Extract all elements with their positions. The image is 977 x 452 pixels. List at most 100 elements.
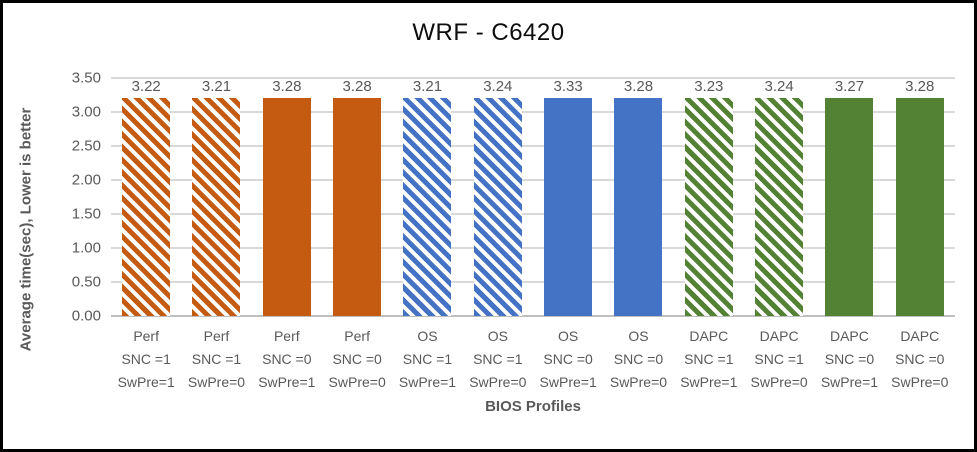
bar-cell: 3.28 — [885, 78, 955, 316]
bar-cell: 3.22 — [111, 78, 181, 316]
gridline — [111, 145, 955, 147]
x-category-label-line: SwPre=0 — [187, 374, 246, 390]
y-tick-label: 2.50 — [71, 137, 101, 155]
gridline — [111, 179, 955, 182]
bar-cell: 3.24 — [463, 78, 533, 316]
x-category-label-line: SNC =1 — [191, 351, 242, 367]
x-category-label-line: SNC =1 — [473, 351, 523, 367]
x-category-label-line: SwPre=0 — [469, 374, 527, 390]
bar — [473, 98, 522, 316]
gridline — [111, 111, 955, 113]
x-category-label: OS SNC =1 SwPre=1 — [392, 325, 462, 394]
plot-area: 3.22 3.21 3.28 3.28 3.21 3.24 3.33 3.28 3.23 3.24… — [111, 77, 955, 317]
x-category-label-line: DAPC — [689, 328, 729, 344]
x-category-label-line: SwPre=0 — [609, 374, 668, 390]
x-category-label-line: OS — [558, 328, 579, 344]
bar-cell: 3.28 — [603, 78, 673, 316]
x-axis-labels: Perf SNC =1 SwPre=1 Perf SNC =1 SwPre=0 Perf SN… — [111, 325, 955, 394]
bar-cell: 3.24 — [744, 78, 814, 316]
x-category-label-line: SNC =0 — [262, 351, 312, 367]
bar-value-label: 3.22 — [131, 78, 161, 95]
x-category-label-line: SwPre=0 — [750, 374, 808, 390]
bar-cell: 3.21 — [181, 78, 251, 316]
y-tick-label: 2.00 — [71, 171, 101, 189]
x-category-label-line: SNC =0 — [613, 351, 664, 367]
x-category-label-line: OS — [417, 328, 438, 344]
bar-value-label: 3.28 — [905, 78, 935, 95]
x-category-label: Perf SNC =1 SwPre=0 — [181, 325, 251, 394]
x-category-label-line: SNC =1 — [121, 351, 171, 367]
bar — [262, 98, 311, 316]
x-category-label: Perf SNC =1 SwPre=1 — [111, 325, 181, 394]
x-category-label-line: SwPre=0 — [891, 374, 949, 390]
x-category-label-line: SNC =1 — [402, 351, 453, 367]
bar — [192, 98, 241, 316]
bar-value-label: 3.24 — [483, 78, 513, 95]
bar — [684, 98, 733, 316]
bar-cell: 3.28 — [252, 78, 322, 316]
x-category-label: Perf SNC =0 SwPre=0 — [322, 325, 392, 394]
bar-value-label: 3.33 — [553, 78, 583, 95]
x-axis-title: BIOS Profiles — [485, 398, 581, 415]
y-tick-label: 0.00 — [71, 307, 101, 325]
x-category-label: DAPC SNC =0 SwPre=0 — [885, 325, 955, 394]
bar — [544, 98, 593, 316]
x-category-label-line: DAPC — [759, 328, 799, 344]
bar — [122, 98, 171, 316]
bar-cell: 3.23 — [674, 78, 744, 316]
x-category-label-line: SNC =0 — [824, 351, 875, 367]
x-category-label-line: SwPre=1 — [539, 374, 597, 390]
x-category-label-line: SNC =0 — [543, 351, 593, 367]
bar-value-label: 3.21 — [412, 78, 443, 95]
bar-value-label: 3.28 — [342, 78, 372, 95]
bar — [825, 98, 874, 316]
x-category-label-line: SNC =0 — [332, 351, 382, 367]
x-category-label-line: Perf — [344, 328, 370, 344]
x-category-label-line: Perf — [133, 328, 159, 344]
y-axis-tick-labels: 0.00 0.50 1.00 1.50 2.00 2.50 3.00 3.50 — [53, 70, 101, 325]
x-axis-line — [111, 315, 955, 317]
y-tick-label: 0.50 — [71, 273, 101, 291]
bar-value-label: 3.27 — [834, 78, 865, 95]
x-category-label: OS SNC =1 SwPre=0 — [463, 325, 533, 394]
bar — [403, 98, 452, 316]
x-category-label-line: DAPC — [900, 328, 940, 344]
x-category-label: OS SNC =0 SwPre=1 — [533, 325, 603, 394]
x-category-label: DAPC SNC =1 SwPre=1 — [674, 325, 744, 394]
x-category-label-line: SNC =1 — [754, 351, 804, 367]
y-axis-title-wrap: Average time(sec), Lower is better — [9, 39, 43, 419]
y-tick-label: 1.50 — [71, 205, 101, 223]
x-category-label: OS SNC =0 SwPre=0 — [603, 325, 673, 394]
x-category-label-line: SwPre=1 — [820, 374, 879, 390]
x-category-label-line: SNC =1 — [684, 351, 734, 367]
x-category-label-line: SwPre=1 — [680, 374, 738, 390]
x-category-label-line: SwPre=1 — [398, 374, 457, 390]
gridline — [111, 247, 955, 250]
bar-value-label: 3.28 — [623, 78, 654, 95]
x-category-label-line: Perf — [273, 328, 300, 344]
bar — [614, 98, 663, 316]
chart-title: WRF - C6420 — [412, 19, 565, 46]
x-category-label-line: SwPre=1 — [117, 374, 175, 390]
x-category-label-line: SwPre=0 — [328, 374, 386, 390]
gridline — [111, 213, 955, 215]
bar-value-label: 3.24 — [764, 78, 794, 95]
x-category-label-line: SwPre=1 — [258, 374, 316, 390]
bar-cell: 3.21 — [392, 78, 462, 316]
bar-value-label: 3.28 — [272, 78, 302, 95]
bar-value-label: 3.23 — [694, 78, 724, 95]
x-category-label-line: OS — [628, 328, 649, 344]
x-category-label: DAPC SNC =0 SwPre=1 — [814, 325, 884, 394]
x-category-label-line: Perf — [203, 328, 230, 344]
bar — [755, 98, 804, 316]
bars-row: 3.22 3.21 3.28 3.28 3.21 3.24 3.33 3.28 3.23 3.24… — [111, 78, 955, 316]
x-category-label: Perf SNC =0 SwPre=1 — [252, 325, 322, 394]
y-tick-label: 3.50 — [71, 69, 101, 87]
bar — [895, 98, 944, 316]
x-category-label-line: OS — [487, 328, 508, 344]
bar-cell: 3.27 — [814, 78, 884, 316]
bar — [333, 98, 382, 316]
bar-cell: 3.33 — [533, 78, 603, 316]
gridline — [111, 77, 955, 79]
x-category-label-line: SNC =0 — [895, 351, 945, 367]
